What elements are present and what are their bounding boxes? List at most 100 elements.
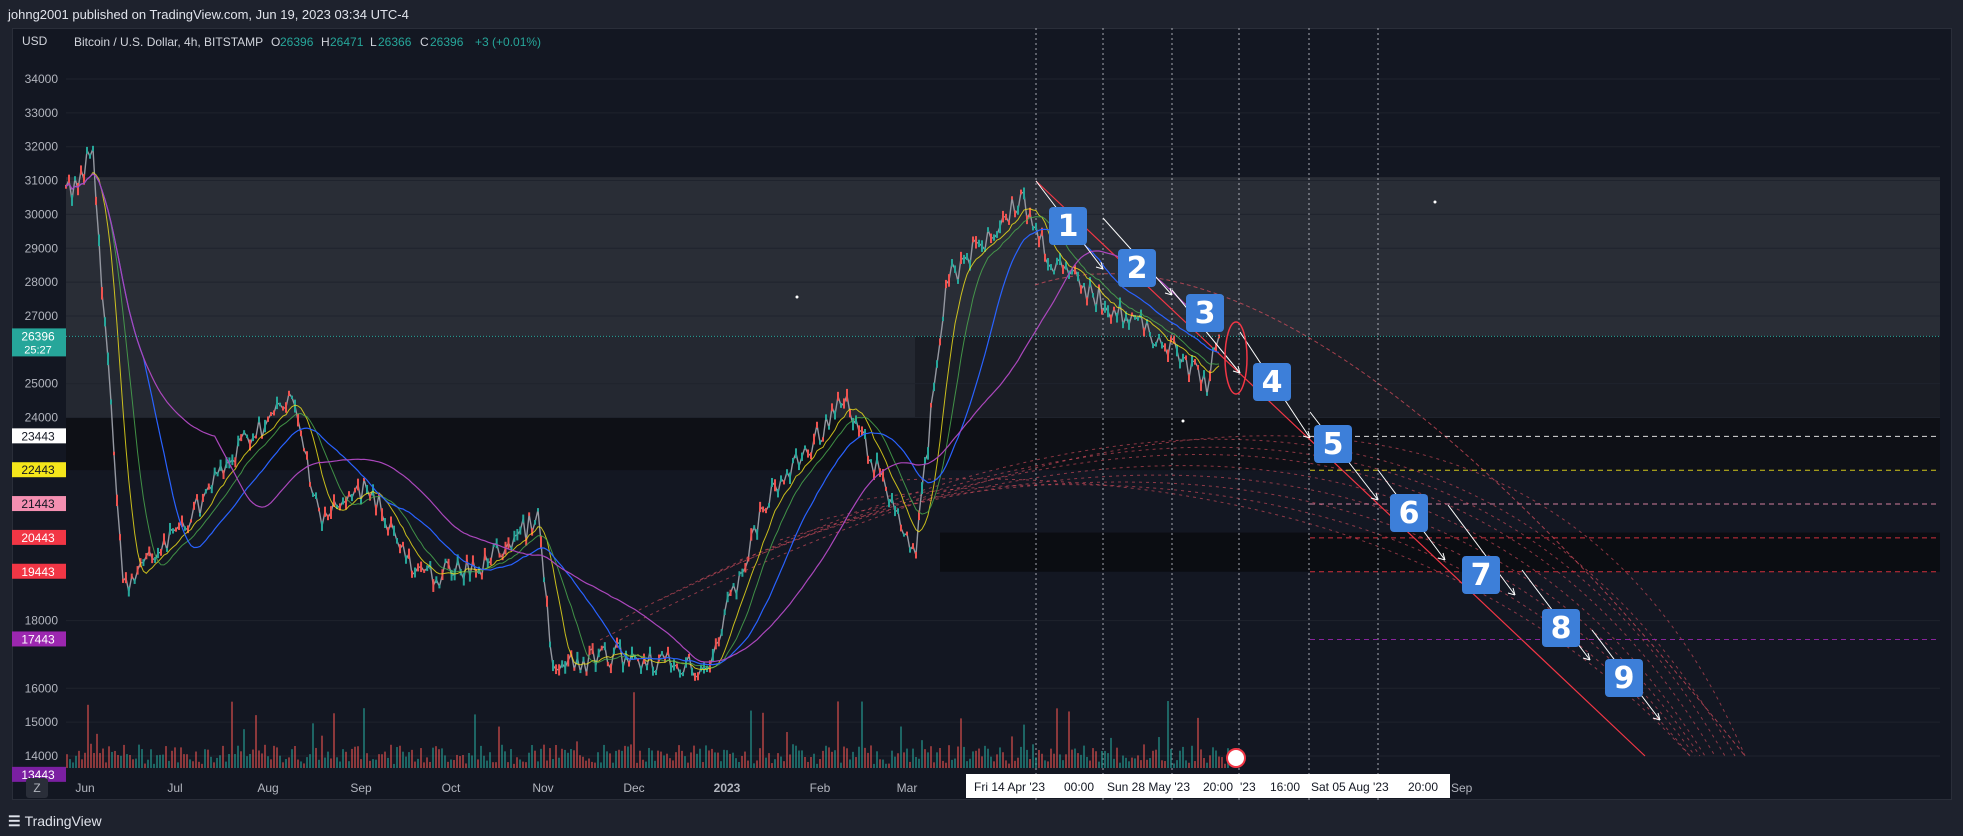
levels-layer xyxy=(66,335,1940,640)
ohlc-close: 26396 xyxy=(430,35,464,49)
volume-bar xyxy=(477,759,479,768)
volume-bar xyxy=(687,762,689,768)
volume-bar xyxy=(807,761,809,768)
marker-number: 7 xyxy=(1471,558,1492,593)
candle xyxy=(876,452,878,464)
volume-bar xyxy=(1062,760,1064,768)
candle xyxy=(634,654,636,660)
support-zone xyxy=(940,532,1940,572)
volume-bar xyxy=(408,752,410,768)
volume-bar xyxy=(141,749,143,768)
volume-bar xyxy=(138,744,140,768)
volume-bar xyxy=(618,749,620,768)
arrow-head xyxy=(1232,365,1241,374)
candle xyxy=(831,403,833,412)
volume-bar xyxy=(321,735,323,768)
candle xyxy=(882,469,884,482)
volume-bar xyxy=(588,758,590,768)
volume-bar xyxy=(150,749,152,768)
volume-bar xyxy=(558,757,560,768)
candle xyxy=(682,672,684,677)
volume-bar xyxy=(882,759,884,768)
markers-layer: 1 2 3 4 5 6 7 8 9 xyxy=(795,180,1661,768)
volume-bar xyxy=(117,754,119,768)
candle xyxy=(104,317,106,327)
volume-bar xyxy=(1065,754,1067,768)
candle xyxy=(1023,187,1025,200)
candle xyxy=(402,541,404,547)
marker-box xyxy=(1049,207,1087,245)
candle xyxy=(1131,312,1133,317)
volume-bar xyxy=(396,747,398,768)
volume-bar xyxy=(957,746,959,768)
candle xyxy=(498,553,501,558)
volume-bar xyxy=(774,759,776,768)
volume-bar xyxy=(1059,754,1061,768)
flag-icon xyxy=(1226,748,1246,768)
volume-bar xyxy=(849,759,851,768)
candle xyxy=(110,399,112,405)
volume-bar xyxy=(144,763,146,768)
candle xyxy=(703,662,705,674)
candle xyxy=(381,508,383,522)
candle xyxy=(393,525,395,536)
candle xyxy=(694,672,696,681)
candle xyxy=(789,472,791,484)
volume-bar xyxy=(177,762,179,768)
volume-bar xyxy=(606,751,608,768)
y-tick-label: 27000 xyxy=(25,309,59,323)
volume-bar xyxy=(561,748,563,768)
candle xyxy=(798,462,800,471)
ohlc-change: +3 (+0.01%) xyxy=(475,35,541,49)
candle xyxy=(420,561,423,573)
candle xyxy=(83,174,85,185)
ohlc-open-label: O xyxy=(271,35,280,49)
candle xyxy=(870,459,872,463)
volume-bar xyxy=(966,761,968,768)
volume-bar xyxy=(279,755,281,768)
zoom-button[interactable]: Z xyxy=(26,778,48,798)
volume-bar xyxy=(390,744,392,768)
ma-slowest xyxy=(65,173,1220,663)
symbol-line[interactable]: Bitcoin / U.S. Dollar, 4h, BITSTAMP xyxy=(74,35,263,49)
volume-bar xyxy=(534,750,536,768)
y-tick-label: 29000 xyxy=(25,241,59,255)
volume-bar xyxy=(1032,744,1034,768)
candle xyxy=(92,145,94,152)
candle xyxy=(891,493,893,504)
volume-bar xyxy=(186,754,188,768)
volume-bar xyxy=(954,758,956,768)
x-tick-label: Sep xyxy=(1451,781,1473,795)
volume-bar xyxy=(978,748,980,768)
volume-bar xyxy=(933,762,935,768)
legend-layer: USD Bitcoin / U.S. Dollar, 4h, BITSTAMP … xyxy=(22,34,541,49)
candle xyxy=(1176,344,1178,357)
volume-bar xyxy=(1116,747,1118,768)
price-level-label: 26396 xyxy=(21,329,55,343)
volume-bar xyxy=(1179,750,1181,768)
volume-bar xyxy=(948,745,950,768)
price-level-label: 21443 xyxy=(21,497,55,511)
price-level-label: 17443 xyxy=(21,632,55,646)
volume-bar xyxy=(984,745,986,768)
candle xyxy=(549,641,551,648)
volume-bar xyxy=(1107,753,1109,768)
candle xyxy=(843,398,845,409)
candle xyxy=(909,547,911,553)
volume-bar xyxy=(429,761,431,768)
candle xyxy=(619,639,621,648)
candle xyxy=(591,643,594,655)
volume-bar xyxy=(930,746,932,768)
volume-bar xyxy=(195,751,197,768)
y-tick-label: 25000 xyxy=(25,377,59,391)
tradingview-logo[interactable]: ☰ TradingView xyxy=(8,813,102,830)
candle xyxy=(1029,207,1031,218)
volume-bar xyxy=(486,760,488,768)
volume-bar xyxy=(894,756,896,768)
volume-bar xyxy=(1215,750,1217,768)
x-tick-label: Feb xyxy=(810,781,831,795)
candle xyxy=(1209,370,1211,382)
candle xyxy=(133,578,136,584)
volume-bar xyxy=(768,753,770,768)
